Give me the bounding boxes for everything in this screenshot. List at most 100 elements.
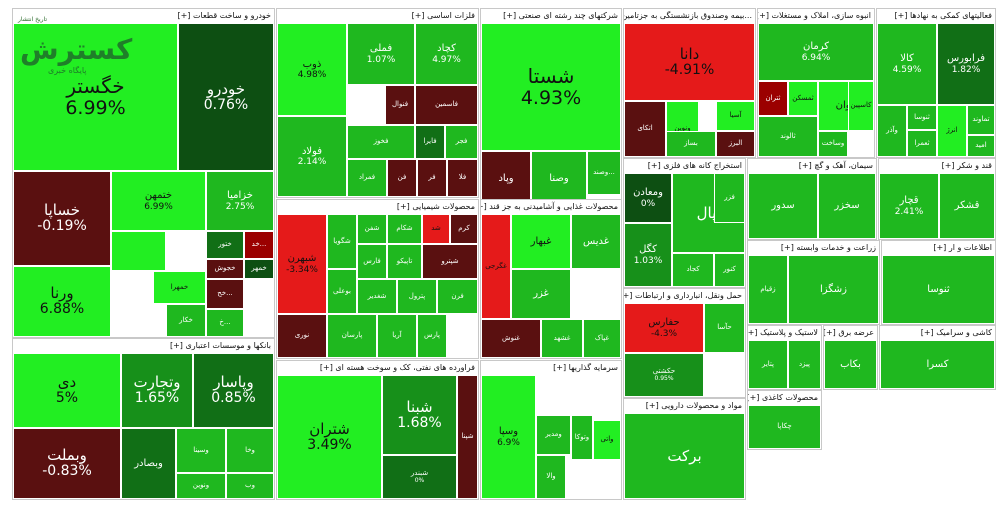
sector-group-title[interactable]: کاشی و سرامیک [+] [880,326,995,340]
stock-cell[interactable]: وخا [226,428,274,473]
sector-group[interactable]: ...بیمه وصندوق بازنشستگی به جزتامین [+]د… [623,8,756,158]
stock-cell[interactable]: کسرا [880,340,995,389]
stock-cell[interactable]: وآذر [877,105,907,157]
stock-cell[interactable]: واتی [593,420,621,460]
sector-group-title[interactable]: شرکتهای چند رشته ای صنعتی [+] [481,9,621,23]
stock-cell[interactable]: فجر [445,125,478,159]
stock-cell[interactable]: ختمهن 6.99% [111,171,206,231]
sector-group[interactable]: زراعت و خدمات وابسته [+] زقیام زشگزا [747,240,880,325]
stock-cell[interactable]: شتران 3.49% [277,375,382,499]
stock-cell[interactable]: خساپا -0.19% [13,171,111,266]
stock-cell[interactable]: شبندر 0% [382,455,457,499]
stock-cell[interactable]: فخوز [347,125,415,159]
stock-cell[interactable]: فزر [714,173,745,223]
sector-group[interactable]: عرضه برق [+] بکاب [823,325,878,390]
sector-group-title[interactable]: محصولات غذایی و آشامیدنی به جز قند [+] [481,200,621,214]
stock-cell[interactable]: غنوش [481,319,541,358]
stock-cell[interactable]: پتایر [748,340,788,389]
stock-cell[interactable]: پترول [397,279,437,314]
stock-cell[interactable]: وپاسار 0.85% [193,353,274,428]
stock-cell[interactable]: سخزر [818,173,876,239]
stock-cell[interactable]: شستا 4.93% [481,23,621,151]
stock-cell[interactable]: دانا -4.91% [624,23,755,101]
sector-group-title[interactable]: سیمان، آهک و گچ [+] [748,159,876,173]
sector-group[interactable]: بانکها و موسسات اعتباری [+] دی 5% وتجارت 1.6… [12,338,275,500]
stock-cell[interactable]: غبهار [511,214,571,269]
stock-cell[interactable]: کرم [450,214,478,244]
sector-group-title[interactable]: استخراج کانه های فلزی [+] [624,159,745,173]
sector-group-title[interactable]: حمل ونقل، انبارداری و ارتباطات [+] [624,289,745,303]
stock-cell[interactable]: شبهرن -3.34% [277,214,327,314]
stock-cell[interactable]: غدیس [571,214,621,269]
sector-group-title[interactable]: قند و شکر [+] [879,159,995,173]
stock-cell[interactable]: ذوب 4.98% [277,23,347,116]
stock-cell[interactable]: وبصادر [121,428,176,499]
stock-cell[interactable]: وتوکا [571,415,593,460]
sector-group[interactable]: مواد و محصولات دارویی [+]دارابرکت [623,398,746,500]
sector-group[interactable]: استخراج کانه های فلزی [+] ومعادن 0% کگل 1.03… [623,158,746,288]
stock-cell[interactable]: فایرا [415,125,445,159]
stock-cell[interactable]: تاپیکو [387,244,422,279]
stock-cell[interactable]: ثالوند [758,116,818,157]
stock-cell[interactable]: وبملت -0.83% [13,428,121,499]
sector-group-title[interactable]: ...بیمه وصندوق بازنشستگی به جزتامین [+] [624,9,755,23]
stock-cell[interactable]: قچار 2.41% [879,173,939,239]
stock-cell[interactable]: کالا 4.59% [877,23,937,105]
stock-cell[interactable]: البرز [716,131,755,157]
stock-cell[interactable]: ثنوسا [882,255,995,324]
sector-group-title[interactable]: فعالیتهای کمکی به نهادها [+] [877,9,995,23]
sector-group[interactable]: شرکتهای چند رشته ای صنعتی [+] شستا 4.93% وص… [480,8,622,208]
sector-group-title[interactable]: انبوه سازی، املاک و مستغلات [+] [758,9,874,23]
sector-group-title[interactable]: زراعت و خدمات وابسته [+] [748,241,879,255]
stock-cell[interactable]: خکار [166,304,206,337]
stock-cell[interactable]: کنور [714,253,745,287]
stock-cell[interactable]: شفن [357,214,387,244]
stock-cell[interactable]: کجاد [672,253,714,287]
stock-cell[interactable]: قشکر [939,173,995,239]
stock-cell[interactable]: حکشتی 0.95% [624,353,704,397]
sector-group[interactable]: محصولات شیمیایی [+] شبهرن -3.34% شگویا شفن شک… [276,199,479,359]
sector-group-title[interactable]: سرمایه گذاریها [+] [481,361,621,375]
stock-cell[interactable]: وپاد [481,151,531,207]
stock-cell[interactable]: فمراد [347,159,387,197]
sector-group-title[interactable]: مواد و محصولات دارویی [+] [624,399,745,413]
stock-cell[interactable]: پیزد [788,340,821,389]
stock-cell[interactable]: کرمان 6.94% [758,23,874,81]
stock-cell[interactable]: پارس [417,314,447,358]
sector-group[interactable]: محصولات غذایی و آشامیدنی به جز قند [+] غب… [480,199,622,359]
stock-cell[interactable]: غشهد [541,319,583,358]
stock-cell[interactable]: وصند... [587,151,621,195]
stock-cell[interactable]: خزامیا 2.75% [206,171,274,231]
stock-cell[interactable]: فاسمین [415,85,478,125]
stock-cell[interactable]: شپنا [457,375,478,499]
sector-group[interactable]: کاشی و سرامیک [+] کسرا [879,325,996,390]
stock-cell[interactable]: والا [536,455,566,499]
stock-cell[interactable]: ختور [206,231,244,259]
stock-cell[interactable]: نوری [277,314,327,358]
sector-group[interactable]: انبوه سازی، املاک و مستغلات [+] کرمان 6.94… [757,8,875,158]
stock-cell[interactable]: بوعلی [327,269,357,314]
stock-cell[interactable]: تماوند [967,105,995,135]
stock-cell[interactable]: انرژ [937,105,967,157]
stock-cell[interactable]: شپترو [422,244,478,279]
stock-cell[interactable]: ومعادن 0% [624,173,672,223]
sector-group[interactable]: فعالیتهای کمکی به نهادها [+] کالا 4.59% فرا… [876,8,996,158]
stock-cell[interactable]: غزر [511,269,571,319]
stock-cell[interactable]: دی 5% [13,353,121,428]
stock-cell[interactable]: فر [417,159,447,197]
stock-cell[interactable]: آسیا [716,101,755,131]
sector-group-title[interactable]: فراورده های نفتی، کک و سوخت هسته ای [+] [277,361,478,375]
sector-group-title[interactable]: عرضه برق [+] [824,326,877,340]
stock-cell[interactable]: فلا [447,159,478,197]
stock-cell[interactable]: وب [226,473,274,499]
sector-group-title[interactable]: لاستیک و پلاستیک [+] [748,326,821,340]
stock-cell[interactable]: وتجارت 1.65% [121,353,193,428]
sector-group[interactable]: محصولات کاغذی [+] چکاپا [747,390,822,450]
stock-cell[interactable]: وسینا [176,428,226,473]
stock-cell[interactable]: ثعمرا [907,130,937,157]
stock-cell[interactable]: ونوین [176,473,226,499]
stock-cell[interactable]: وصنا [531,151,587,207]
stock-cell[interactable]: شغدیر [357,279,397,314]
stock-cell[interactable]: حآسا [704,303,745,353]
stock-cell[interactable]: فنوال [385,85,415,125]
